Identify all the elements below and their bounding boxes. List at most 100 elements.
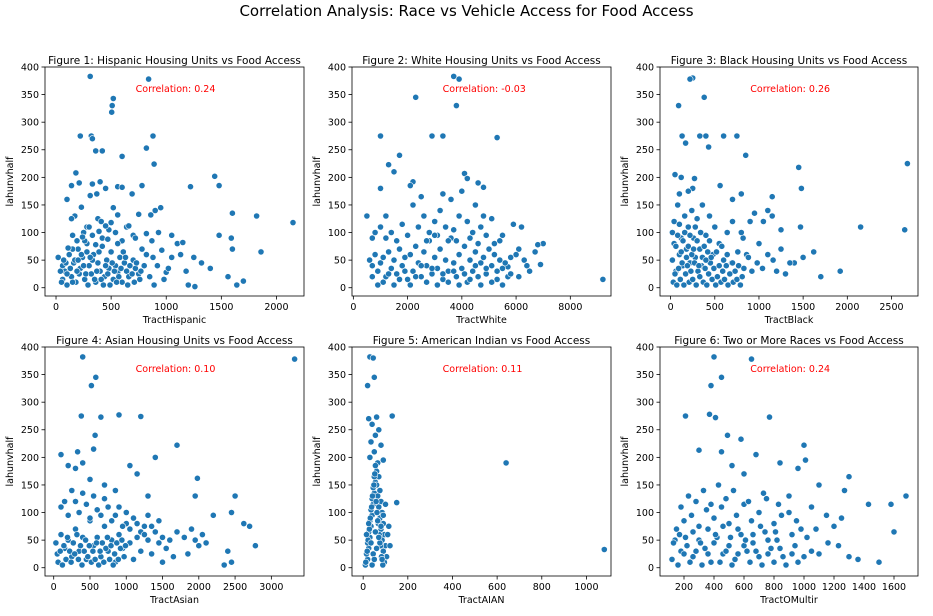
scatter-point bbox=[482, 231, 490, 239]
scatter-point bbox=[97, 413, 105, 421]
y-tick-label: 100 bbox=[21, 228, 39, 239]
scatter-point bbox=[83, 500, 90, 508]
y-tick-label: 200 bbox=[328, 173, 346, 184]
scatter-point bbox=[727, 534, 734, 541]
scatter-point bbox=[385, 248, 392, 256]
scatter-point bbox=[104, 503, 112, 511]
scatter-point bbox=[371, 462, 379, 469]
scatter-point bbox=[706, 212, 713, 220]
scatter-point bbox=[69, 278, 76, 286]
x-tick-label: 1000 bbox=[792, 582, 816, 593]
scatter-point bbox=[191, 283, 199, 290]
scatter-point bbox=[901, 226, 909, 234]
scatter-point bbox=[116, 253, 124, 261]
scatter-point bbox=[151, 207, 159, 214]
scatter-point bbox=[97, 511, 105, 519]
scatter-point bbox=[146, 273, 154, 281]
scatter-point bbox=[377, 223, 384, 231]
scatter-point bbox=[442, 256, 449, 264]
scatter-point bbox=[62, 556, 70, 563]
scatter-point bbox=[398, 262, 406, 270]
scatter-point bbox=[720, 256, 727, 264]
scatter-point bbox=[379, 253, 387, 261]
scatter-point bbox=[718, 373, 725, 381]
scatter-point bbox=[480, 253, 487, 261]
scatter-point bbox=[678, 259, 686, 267]
scatter-point bbox=[240, 520, 248, 527]
scatter-point bbox=[68, 182, 75, 189]
scatter-point bbox=[136, 275, 144, 283]
scatter-point bbox=[455, 212, 463, 220]
scatter-point bbox=[697, 229, 704, 236]
scatter-panel-1: 0 500 1000 1500 2000 0 50 100 150 200 250 300 350 400… bbox=[5, 55, 305, 326]
scatter-point bbox=[539, 240, 547, 247]
scatter-point bbox=[423, 278, 430, 286]
y-tick-label: 50 bbox=[642, 256, 654, 267]
scatter-point bbox=[745, 253, 752, 261]
scatter-point bbox=[726, 270, 734, 278]
scatter-point bbox=[365, 525, 373, 533]
scatter-point bbox=[86, 253, 94, 261]
scatter-point bbox=[206, 264, 214, 272]
scatter-point bbox=[113, 539, 121, 547]
scatter-point bbox=[73, 531, 81, 538]
scatter-point bbox=[684, 223, 692, 231]
scatter-point bbox=[108, 108, 116, 116]
scatter-point bbox=[52, 539, 60, 547]
scatter-point bbox=[452, 273, 460, 281]
y-tick-label: 150 bbox=[636, 480, 654, 491]
scatter-point bbox=[106, 281, 114, 289]
scatter-point bbox=[753, 259, 761, 267]
scatter-point bbox=[722, 495, 730, 503]
scatter-point bbox=[684, 187, 692, 195]
scatter-point bbox=[752, 451, 760, 458]
y-tick-label: 400 bbox=[328, 342, 346, 353]
scatter-point bbox=[733, 132, 741, 140]
scatter-point bbox=[80, 547, 88, 555]
scatter-point bbox=[188, 525, 195, 533]
scatter-point bbox=[108, 102, 116, 109]
scatter-point bbox=[689, 528, 697, 536]
scatter-point bbox=[439, 190, 447, 198]
scatter-point bbox=[447, 195, 455, 203]
scatter-point bbox=[712, 281, 720, 289]
scatter-point bbox=[133, 520, 141, 527]
scatter-point bbox=[708, 275, 716, 283]
scatter-point bbox=[803, 534, 811, 541]
scatter-point bbox=[455, 251, 463, 258]
scatter-point bbox=[748, 355, 755, 363]
scatter-point bbox=[93, 506, 101, 514]
scatter-point bbox=[679, 237, 687, 245]
y-tick-label: 0 bbox=[340, 283, 346, 294]
scatter-point bbox=[599, 275, 607, 283]
scatter-point bbox=[701, 264, 709, 272]
scatter-point bbox=[752, 547, 760, 555]
panel-title: Figure 3: Black Housing Units vs Food Ac… bbox=[671, 55, 907, 67]
scatter-point bbox=[79, 489, 87, 497]
scatter-point bbox=[773, 267, 780, 275]
scatter-point bbox=[682, 534, 689, 541]
scatter-point bbox=[164, 264, 172, 272]
scatter-point bbox=[401, 253, 409, 261]
scatter-points bbox=[361, 353, 608, 569]
scatter-point bbox=[776, 459, 784, 467]
scatter-point bbox=[60, 256, 68, 264]
scatter-point bbox=[712, 531, 719, 538]
x-tick-label: 500 bbox=[102, 302, 120, 313]
scatter-point bbox=[379, 278, 387, 286]
y-tick-label: 400 bbox=[636, 62, 654, 73]
y-tick-label: 300 bbox=[636, 118, 654, 129]
scatter-point bbox=[707, 558, 715, 566]
scatter-point bbox=[703, 506, 710, 514]
y-tick-label: 200 bbox=[636, 173, 654, 184]
axes-frame bbox=[659, 66, 919, 297]
scatter-point bbox=[455, 75, 463, 83]
scatter-point bbox=[112, 511, 119, 519]
y-tick-label: 100 bbox=[636, 228, 654, 239]
scatter-point bbox=[734, 550, 742, 558]
scatter-point bbox=[523, 262, 531, 270]
scatter-point bbox=[104, 270, 112, 278]
scatter-point bbox=[743, 547, 751, 555]
scatter-point bbox=[133, 534, 141, 541]
scatter-point bbox=[474, 273, 482, 281]
